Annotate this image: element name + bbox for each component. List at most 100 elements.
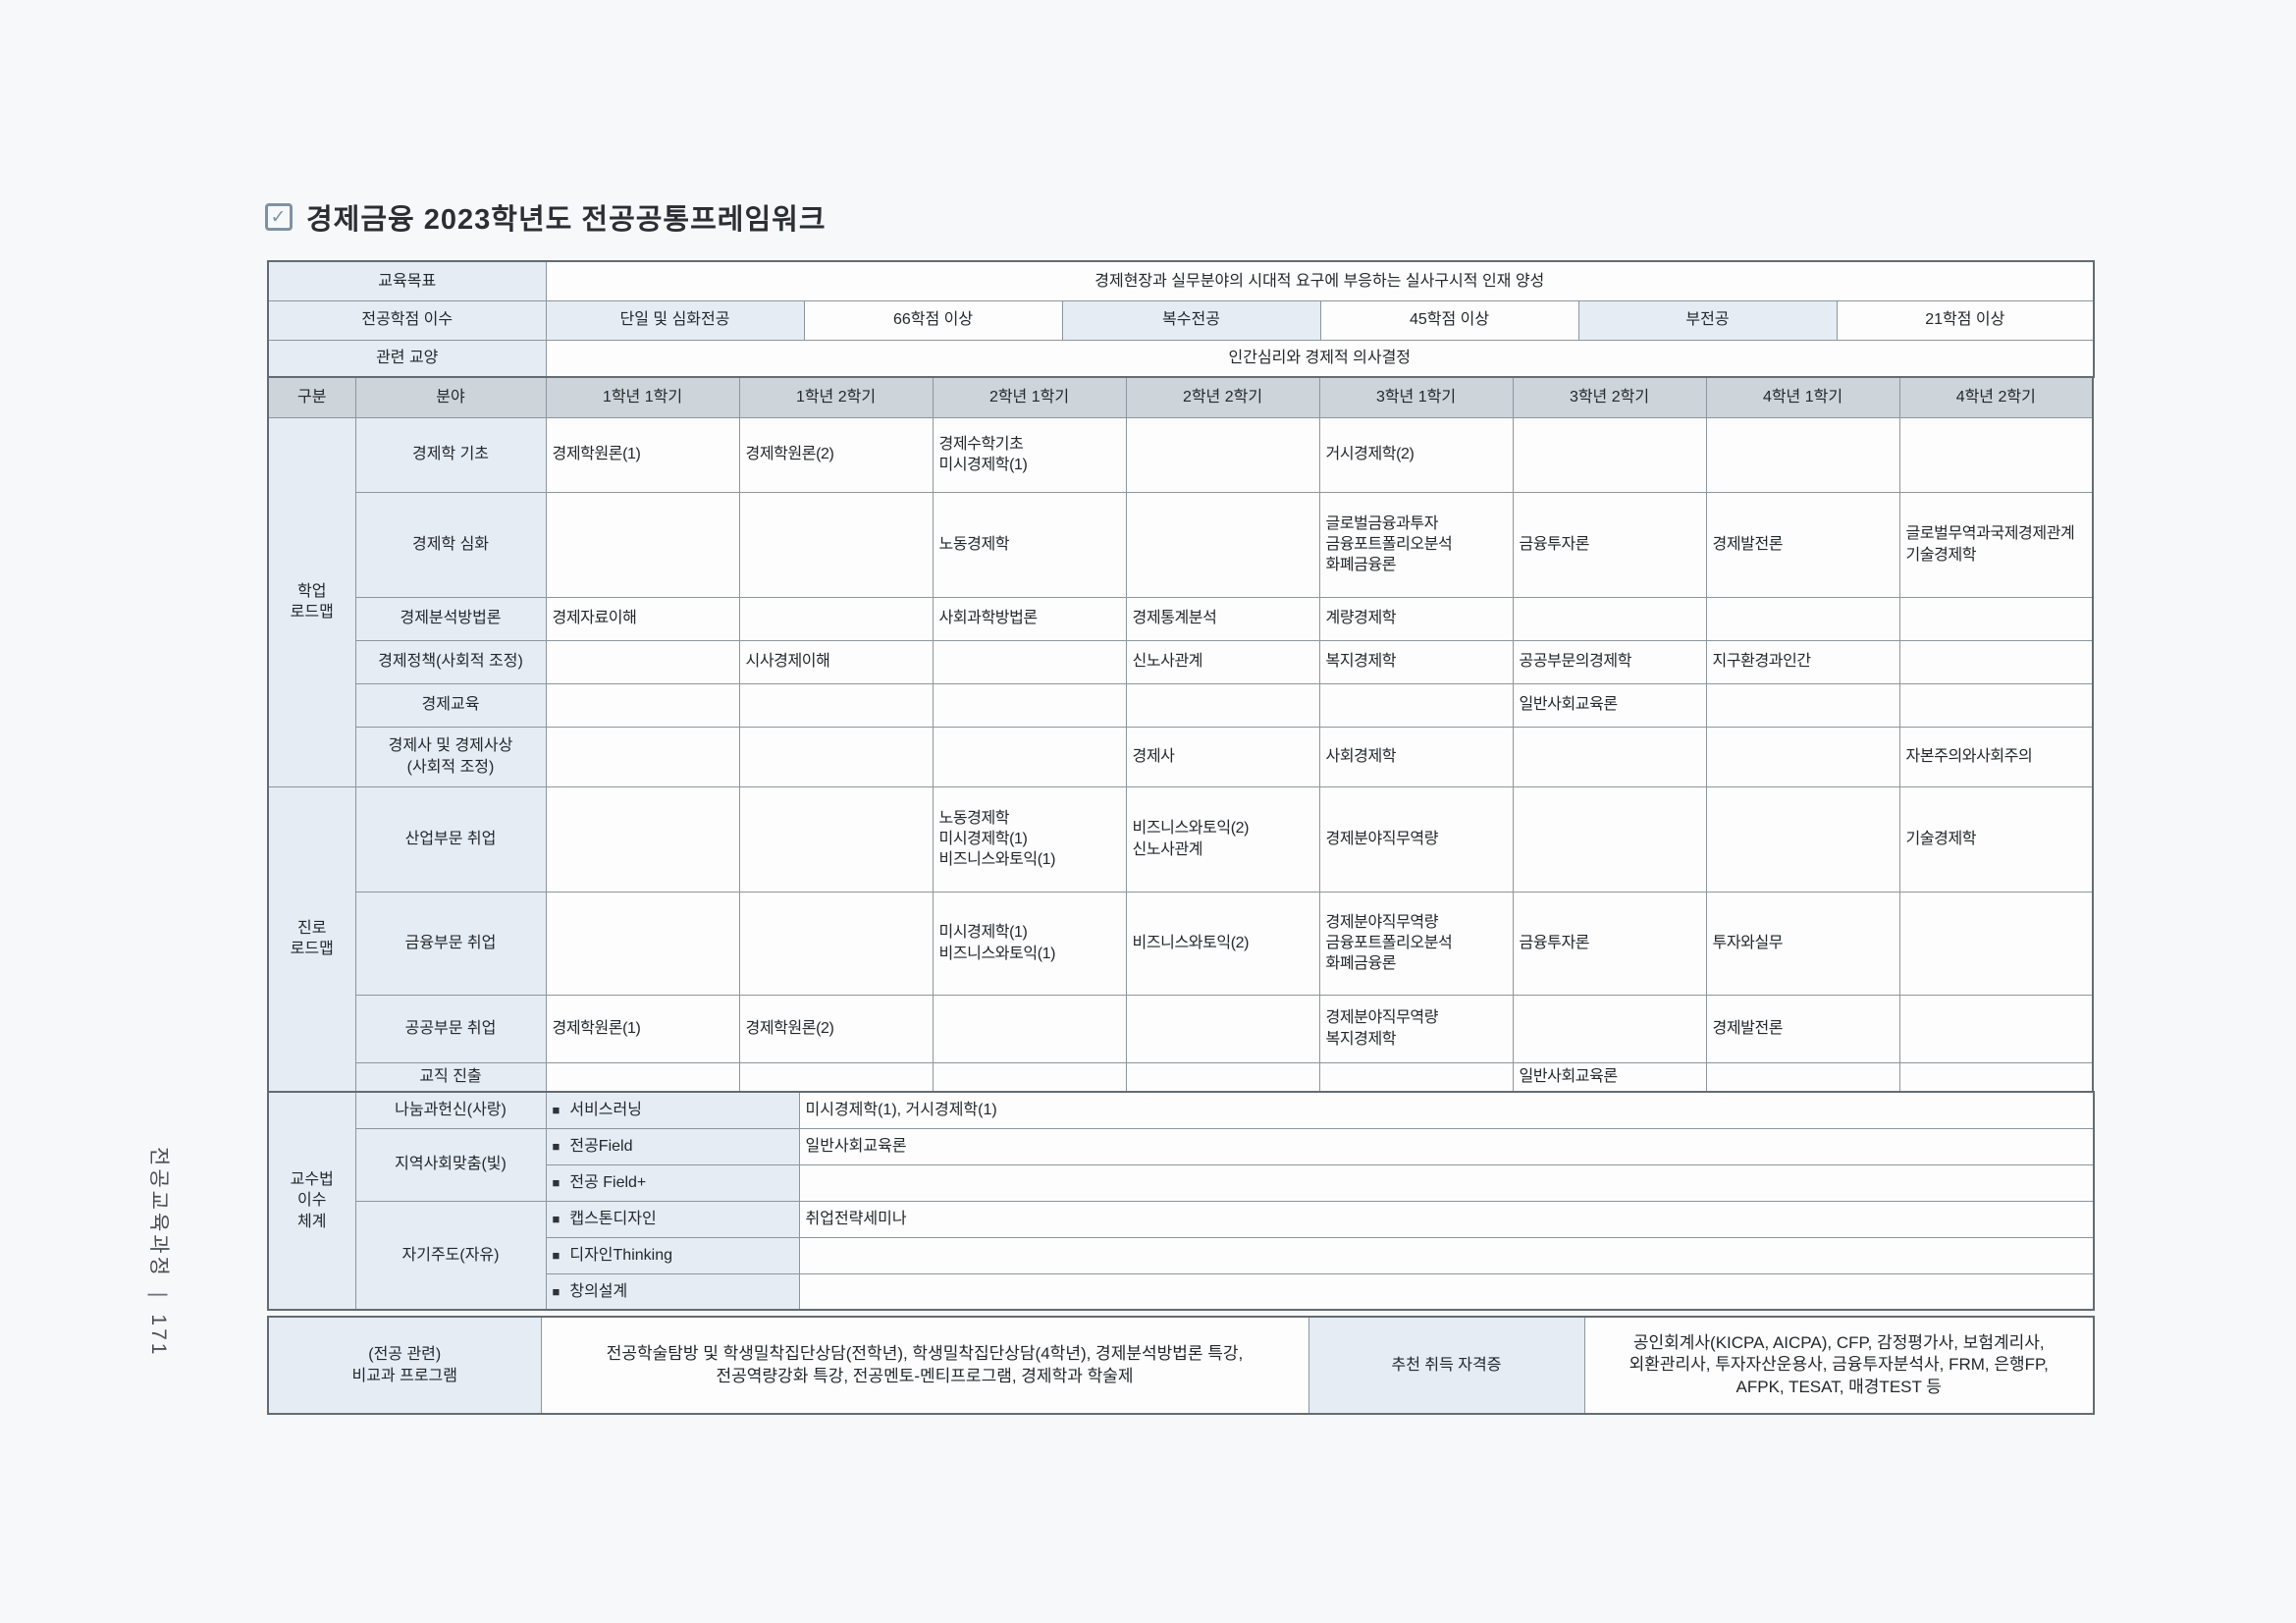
course-cell [1898, 596, 2094, 641]
course-cell [1705, 596, 1900, 641]
course-cell [545, 726, 740, 787]
course-cell [1705, 1061, 1900, 1093]
course-cell [1898, 1061, 2094, 1093]
course-cell [1512, 994, 1707, 1063]
course-cell [1512, 416, 1707, 493]
course-cell [1898, 682, 2094, 728]
page-edge-caption: 전공교육과정 | 171 [145, 1147, 175, 1357]
course-cell [738, 891, 934, 996]
course-cell [932, 994, 1127, 1063]
course-cell: 경제분야직무역량 복지경제학 [1318, 994, 1514, 1063]
related-liberal-label: 관련 교양 [267, 339, 547, 378]
course-cell [1125, 416, 1320, 493]
method-label: 전공 Field+ [569, 1173, 647, 1191]
field-label: 금융부문 취업 [354, 891, 547, 996]
course-cell [1318, 1061, 1514, 1093]
field-label: 자기주도(자유) [354, 1200, 547, 1311]
course-cell [1898, 416, 2094, 493]
education-goal-label: 교육목표 [267, 260, 547, 301]
method-cell: ■ 전공Field [545, 1127, 800, 1165]
course-cell [1705, 682, 1900, 728]
field-label: 지역사회맞춤(빛) [354, 1127, 547, 1202]
method-cell: ■ 서비스러닝 [545, 1091, 800, 1129]
course-cell: 경제학원론(2) [738, 994, 934, 1063]
credit-type: 복수전공 [1061, 299, 1321, 341]
course-cell: 일반사회교육론 [1512, 1061, 1707, 1093]
course-cell [545, 491, 740, 598]
section-label-pedagogy: 교수법 이수 체계 [267, 1091, 356, 1311]
method-label: 전공Field [569, 1137, 633, 1155]
credit-min: 21학점 이상 [1836, 299, 2095, 341]
course-cell [545, 682, 740, 728]
credit-type: 단일 및 심화전공 [545, 299, 805, 341]
course-cell: 투자와실무 [1705, 891, 1900, 996]
course-cell [1898, 891, 2094, 996]
course-cell: 금융투자론 [1512, 491, 1707, 598]
roadmap-matrix-table: 구분 분야 1학년 1학기 1학년 2학기 2학년 1학기 2학년 2학기 3학… [267, 376, 2094, 1093]
course-cell: 시사경제이해 [738, 639, 934, 684]
page-title-text: 경제금융 2023학년도 전공공통프레임워크 [306, 204, 827, 236]
field-label: 경제교육 [354, 682, 547, 728]
square-bullet-icon: ■ [552, 1283, 561, 1299]
extracurricular-label: (전공 관련) 비교과 프로그램 [267, 1316, 542, 1415]
course-cell [738, 785, 934, 893]
field-label: 공공부문 취업 [354, 994, 547, 1063]
course-cell: 미시경제학(1) 비즈니스와토익(1) [932, 891, 1127, 996]
course-cell: 비즈니스와토익(2) 신노사관계 [1125, 785, 1320, 893]
field-label: 산업부문 취업 [354, 785, 547, 893]
course-cell: 경제수학기초 미시경제학(1) [932, 416, 1127, 493]
course-cell: 글로벌무역과국제경제관계 기술경제학 [1898, 491, 2094, 598]
field-label: 경제분석방법론 [354, 596, 547, 641]
course-cell: 경제통계분석 [1125, 596, 1320, 641]
course-cell [1898, 994, 2094, 1063]
major-credits-label: 전공학점 이수 [267, 299, 547, 341]
course-cell [1512, 726, 1707, 787]
info-table: 교육목표 경제현장과 실무분야의 시대적 요구에 부응하는 실사구시적 인재 양… [267, 260, 2096, 378]
course-cell [545, 1061, 740, 1093]
square-bullet-icon: ■ [552, 1211, 561, 1226]
course-cell: 복지경제학 [1318, 639, 1514, 684]
method-course-cell: 취업전략세미나 [798, 1200, 2095, 1238]
footer-table: (전공 관련) 비교과 프로그램 전공학술탐방 및 학생밀착집단상담(전학년),… [267, 1316, 2095, 1415]
method-cell: ■ 캡스톤디자인 [545, 1200, 800, 1238]
section-label-academic-roadmap: 학업 로드맵 [267, 416, 356, 787]
square-bullet-icon: ■ [552, 1174, 561, 1190]
course-cell: 기술경제학 [1898, 785, 2094, 893]
course-cell [1512, 785, 1707, 893]
course-cell [1125, 491, 1320, 598]
course-cell [738, 596, 934, 641]
education-goal-value: 경제현장과 실무분야의 시대적 요구에 부응하는 실사구시적 인재 양성 [545, 260, 2095, 301]
section-label-career-roadmap: 진로 로드맵 [267, 785, 356, 1093]
course-cell: 사회경제학 [1318, 726, 1514, 787]
method-course-cell: 일반사회교육론 [798, 1127, 2095, 1165]
page-title: ✓ 경제금융 2023학년도 전공공통프레임워크 [265, 196, 827, 238]
method-label: 캡스톤디자인 [569, 1210, 657, 1227]
course-cell: 노동경제학 미시경제학(1) 비즈니스와토익(1) [932, 785, 1127, 893]
col-header-field: 분야 [354, 376, 547, 418]
field-label: 경제학 심화 [354, 491, 547, 598]
method-course-cell: 미시경제학(1), 거시경제학(1) [798, 1091, 2095, 1129]
field-label: 경제학 기초 [354, 416, 547, 493]
recommended-certs-label: 추천 취득 자격증 [1308, 1316, 1585, 1415]
side-page-number: 171 [147, 1314, 170, 1358]
course-cell: 노동경제학 [932, 491, 1127, 598]
method-course-cell [798, 1236, 2095, 1274]
field-label: 교직 진출 [354, 1061, 547, 1093]
course-cell: 글로벌금융과투자 금융포트폴리오분석 화폐금융론 [1318, 491, 1514, 598]
course-cell: 일반사회교육론 [1512, 682, 1707, 728]
recommended-certs-value: 공인회계사(KICPA, AICPA), CFP, 감정평가사, 보험계리사, … [1583, 1316, 2095, 1415]
course-cell [545, 891, 740, 996]
course-cell [932, 682, 1127, 728]
col-header-semester: 3학년 2학기 [1512, 376, 1707, 418]
col-header-semester: 1학년 2학기 [738, 376, 934, 418]
course-cell: 경제자료이해 [545, 596, 740, 641]
course-cell: 경제학원론(2) [738, 416, 934, 493]
col-header-group: 구분 [267, 376, 356, 418]
course-cell: 경제분야직무역량 [1318, 785, 1514, 893]
checkbox-icon: ✓ [265, 203, 293, 231]
course-cell [932, 1061, 1127, 1093]
course-cell: 금융투자론 [1512, 891, 1707, 996]
method-course-cell [798, 1272, 2095, 1311]
course-cell [738, 682, 934, 728]
course-cell: 비즈니스와토익(2) [1125, 891, 1320, 996]
